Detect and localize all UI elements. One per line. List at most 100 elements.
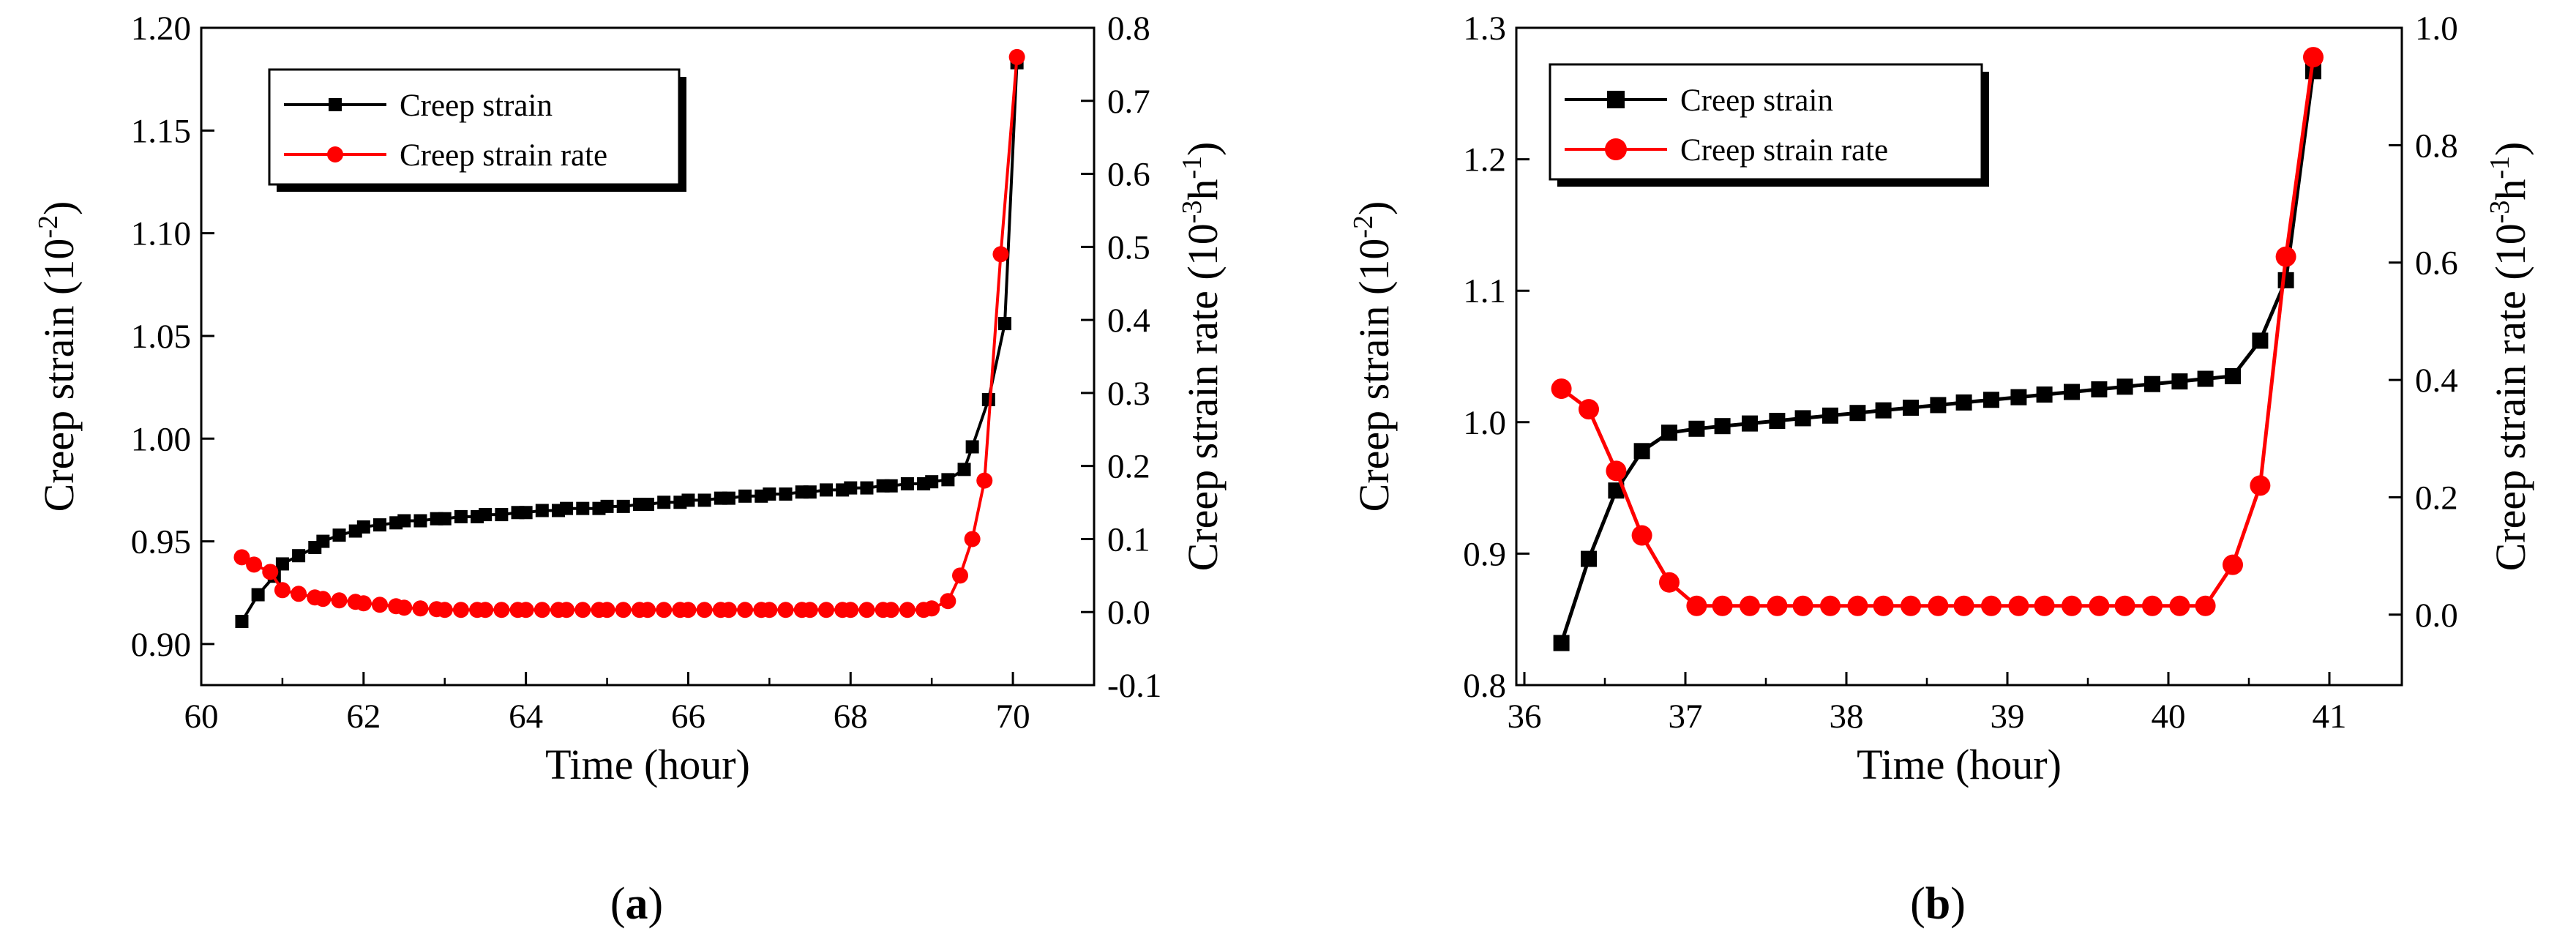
data-point <box>372 597 388 613</box>
data-point <box>803 485 817 499</box>
data-point <box>1551 378 1572 400</box>
data-point <box>761 602 778 618</box>
data-point <box>2169 595 2190 616</box>
y-tick-label: 1.15 <box>131 112 191 150</box>
y2-tick-label: 0.7 <box>1107 83 1150 121</box>
legend-marker <box>1605 138 1627 160</box>
y-tick-label: 0.9 <box>1463 535 1506 573</box>
y-tick-label: 1.3 <box>1463 10 1506 48</box>
data-point <box>315 591 332 608</box>
data-point <box>696 602 713 618</box>
data-point <box>332 528 346 542</box>
x-tick-label: 62 <box>346 698 381 736</box>
legend: Creep strain Creep strain rate <box>1549 63 1989 187</box>
data-point <box>2089 595 2110 616</box>
data-point <box>957 463 971 476</box>
y2-tick-label: 0.2 <box>1107 448 1150 486</box>
data-point <box>924 600 940 617</box>
data-point <box>574 602 591 618</box>
data-point <box>1930 397 1947 414</box>
y-axis-label: Creep strain (10-2) <box>1348 201 1398 512</box>
data-point <box>1981 595 2002 616</box>
data-point <box>558 602 575 618</box>
data-point <box>412 600 429 617</box>
data-point <box>2223 554 2243 575</box>
y2-tick-label: 0.2 <box>2415 479 2458 517</box>
data-point <box>801 602 818 618</box>
data-point <box>964 531 981 547</box>
data-point <box>2275 246 2296 267</box>
data-point <box>2144 375 2160 392</box>
data-point <box>2197 370 2214 387</box>
chart-panel-b: 36 37 38 39 40 41 0.8 0.9 1.0 1.1 1.2 1.3 0.0 0.2 0.4 0… <box>1348 10 2534 929</box>
y2-tick-label: 0.5 <box>1107 228 1150 266</box>
data-point <box>251 588 265 602</box>
x-axis-label: Time (hour) <box>1857 741 2062 788</box>
data-point <box>883 602 899 618</box>
data-point <box>1822 407 1838 424</box>
y2-tick-label: 1.0 <box>2415 10 2458 48</box>
data-point <box>535 504 549 517</box>
data-point <box>1873 595 1894 616</box>
data-point <box>641 498 654 512</box>
data-point <box>2195 595 2216 616</box>
data-point <box>1631 525 1652 546</box>
data-point <box>1903 400 1919 416</box>
data-point <box>1794 410 1811 427</box>
data-point <box>2091 381 2108 397</box>
data-point <box>860 481 874 495</box>
data-point <box>925 475 939 489</box>
data-point <box>2064 384 2080 400</box>
data-point <box>2008 595 2029 616</box>
data-point <box>316 534 330 548</box>
data-point <box>941 473 955 487</box>
data-point <box>1901 595 1921 616</box>
series-creep-strain-rate <box>233 48 1025 618</box>
y-tick-label: 0.90 <box>131 626 191 664</box>
data-point <box>396 599 413 616</box>
x-tick-label: 66 <box>671 698 705 736</box>
data-point <box>576 501 590 515</box>
data-point <box>976 472 993 489</box>
data-point <box>519 506 533 520</box>
y2-tick-label: 0.0 <box>1107 594 1150 632</box>
data-point <box>657 496 671 509</box>
data-point <box>940 593 956 610</box>
data-point <box>842 602 859 618</box>
series-creep-strain <box>235 56 1024 629</box>
y2-tick-label: 0.6 <box>2415 244 2458 283</box>
data-point <box>1659 572 1680 593</box>
data-point <box>899 602 916 618</box>
data-point <box>2036 386 2053 403</box>
data-point <box>533 602 550 618</box>
y-axis-label: Creep strain (10-2) <box>33 201 83 512</box>
data-point <box>438 512 452 526</box>
data-point <box>1686 595 1707 616</box>
x-tick-label: 68 <box>834 698 868 736</box>
data-point <box>779 487 793 501</box>
x-axis-label: Time (hour) <box>545 741 750 788</box>
legend-marker <box>327 146 343 162</box>
data-point <box>275 557 289 571</box>
data-point <box>680 602 697 618</box>
plot-frame <box>200 26 1096 687</box>
data-point <box>2303 47 2324 68</box>
data-point <box>436 602 453 618</box>
x-tick-label: 36 <box>1508 698 1542 736</box>
data-point <box>900 476 914 490</box>
y2-tick-label: 0.0 <box>2415 597 2458 635</box>
legend-marker <box>329 98 342 111</box>
data-point <box>493 602 510 618</box>
data-point <box>1769 413 1786 430</box>
data-point <box>1742 415 1758 432</box>
data-point <box>2171 373 2188 390</box>
data-point <box>1767 595 1788 616</box>
data-point <box>1792 595 1813 616</box>
data-point <box>992 246 1009 263</box>
data-point <box>965 440 979 454</box>
data-point <box>1579 399 1599 420</box>
x-tick-label: 41 <box>2313 698 2347 736</box>
y-tick-label: 0.8 <box>1463 667 1506 705</box>
data-point <box>1553 635 1570 651</box>
y2-tick-label: 0.6 <box>1107 156 1150 194</box>
